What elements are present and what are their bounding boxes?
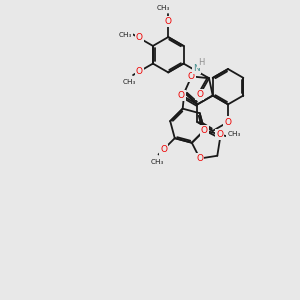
Text: O: O (196, 90, 203, 99)
Text: O: O (188, 72, 195, 81)
Text: O: O (136, 67, 143, 76)
Text: CH₃: CH₃ (227, 130, 241, 136)
Text: O: O (201, 126, 208, 135)
Text: O: O (224, 118, 232, 127)
Text: N: N (193, 64, 200, 74)
Text: H: H (198, 58, 205, 67)
Text: O: O (165, 17, 172, 26)
Text: O: O (196, 154, 203, 163)
Text: CH₃: CH₃ (157, 4, 170, 10)
Text: O: O (178, 91, 185, 100)
Text: CH₃: CH₃ (150, 159, 164, 165)
Text: O: O (136, 34, 143, 43)
Text: O: O (216, 130, 223, 139)
Text: O: O (160, 145, 167, 154)
Text: CH₃: CH₃ (123, 79, 136, 85)
Text: CH₃: CH₃ (118, 32, 132, 38)
